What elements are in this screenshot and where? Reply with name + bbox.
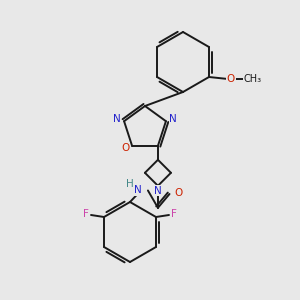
Text: N: N <box>113 114 121 124</box>
Text: CH₃: CH₃ <box>244 74 262 84</box>
Text: O: O <box>121 143 129 153</box>
Text: F: F <box>83 209 89 219</box>
Text: F: F <box>171 209 177 219</box>
Text: O: O <box>174 188 183 198</box>
Text: H: H <box>126 179 134 190</box>
Text: N: N <box>134 185 142 196</box>
Text: N: N <box>154 186 162 196</box>
Text: O: O <box>227 74 235 84</box>
Text: N: N <box>169 114 177 124</box>
